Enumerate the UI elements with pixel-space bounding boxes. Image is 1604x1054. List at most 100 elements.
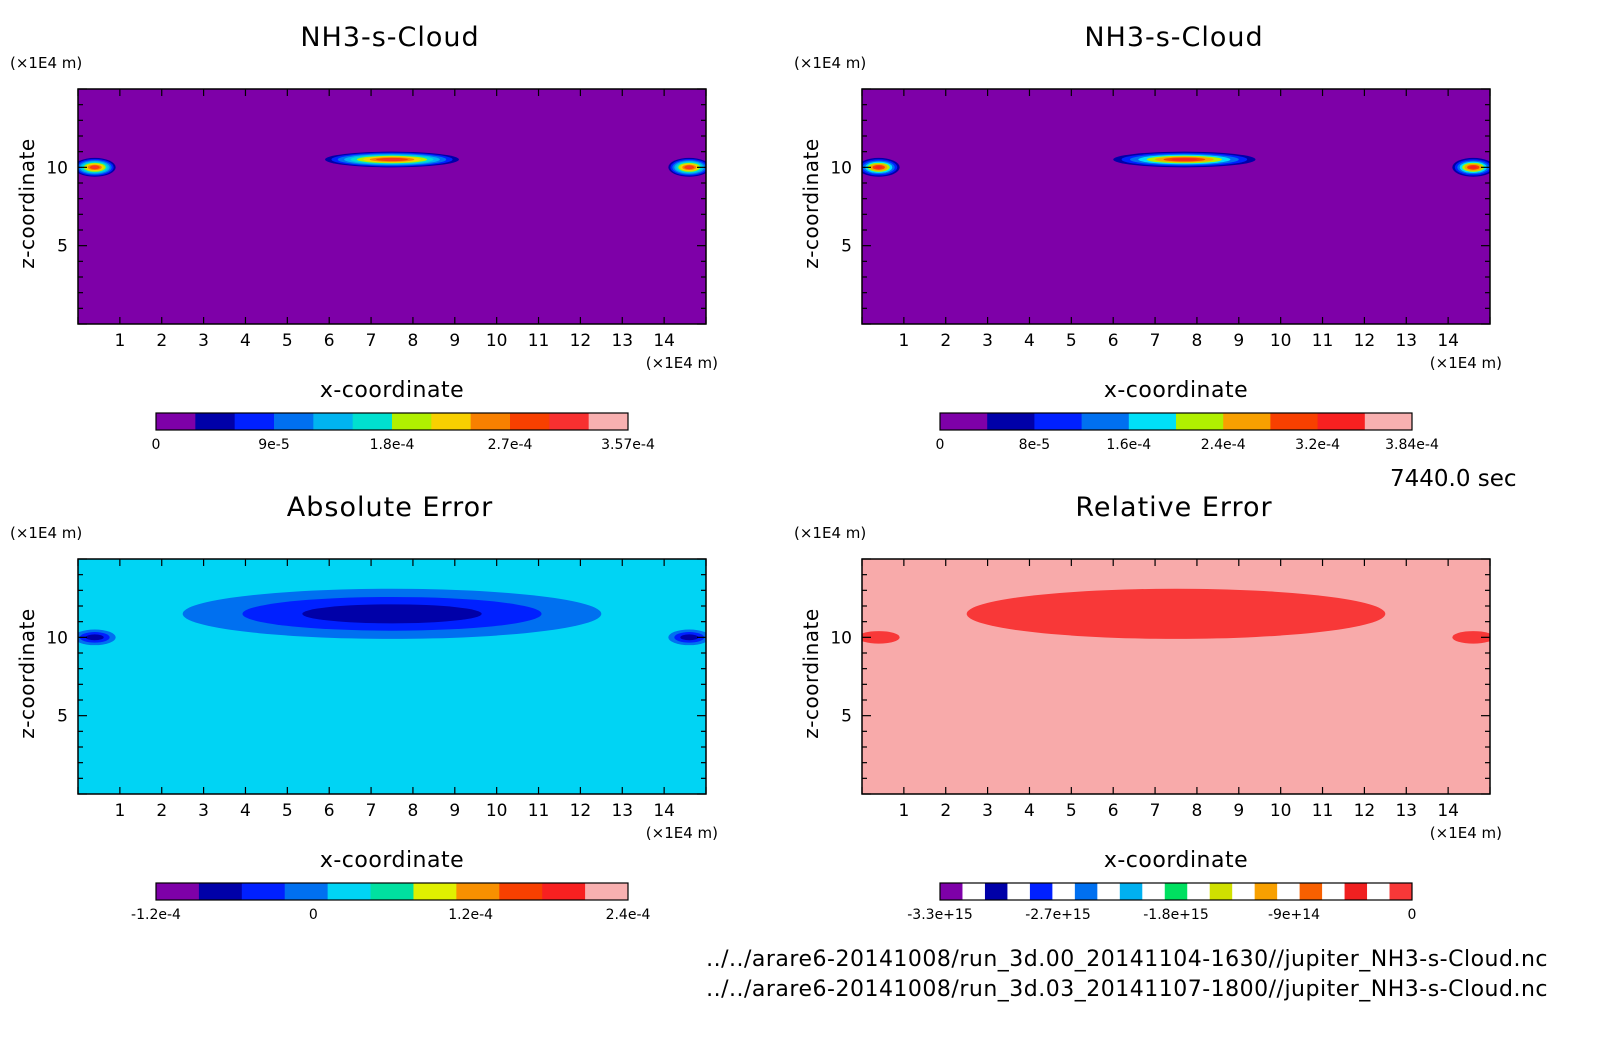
y-tick-label: 10 <box>830 628 852 648</box>
chart-title: Relative Error <box>1075 492 1272 523</box>
colorbar-swatch <box>327 883 372 900</box>
contour-level <box>382 158 402 161</box>
colorbar-swatch <box>1209 883 1233 900</box>
x-tick-label: 8 <box>408 331 419 351</box>
colorbar-swatch <box>984 883 1008 900</box>
colorbar-label: 2.4e-4 <box>1201 437 1246 453</box>
colorbar-swatch <box>1164 883 1188 900</box>
colorbar-swatch <box>470 413 511 430</box>
colorbar-swatch <box>1052 883 1076 900</box>
y-tick-label: 10 <box>46 158 68 178</box>
contour-level <box>862 631 900 644</box>
plot-background <box>862 89 1490 324</box>
chart-panel-3: Absolute Error(×1E4 m)1 2 3 4 5 6 7 8 9 10 11 12 13 1… <box>10 492 718 923</box>
colorbar-swatch <box>499 883 543 900</box>
colorbar-swatch <box>1254 883 1278 900</box>
x-tick-label: 14 <box>1437 331 1459 351</box>
colorbar-swatch <box>1034 413 1083 430</box>
x-tick-label: 7 <box>1150 331 1161 351</box>
colorbar-label: 1.2e-4 <box>448 907 493 923</box>
colorbar-label: 1.8e-4 <box>370 437 415 453</box>
x-tick-label: 10 <box>486 331 508 351</box>
x-tick-label: 13 <box>1395 331 1417 351</box>
x-tick-label: 10 <box>1270 801 1292 821</box>
x-tick-label: 7 <box>1150 801 1161 821</box>
plot-background <box>78 89 706 324</box>
colorbar-swatch <box>1344 883 1368 900</box>
x-axis-label: x-coordinate <box>1104 848 1248 873</box>
colorbar-swatch <box>1270 413 1319 430</box>
x-tick-label: 12 <box>570 801 592 821</box>
contour-features <box>78 151 706 177</box>
x-tick-label: 9 <box>1233 331 1244 351</box>
x-unit-label: (×1E4 m) <box>646 354 718 372</box>
x-tick-label: 8 <box>1192 331 1203 351</box>
chart-title: Absolute Error <box>287 492 493 523</box>
contour-level <box>1171 158 1197 161</box>
colorbar-label: -1.8e+15 <box>1143 907 1208 923</box>
x-tick-label: 9 <box>449 331 460 351</box>
y-unit-label: (×1E4 m) <box>794 54 866 72</box>
colorbar-swatch <box>195 413 236 430</box>
colorbar-swatch <box>1364 413 1413 430</box>
y-tick-label: 5 <box>841 237 852 257</box>
y-axis-label: z-coordinate <box>15 608 39 738</box>
colorbar-swatch <box>1223 413 1271 430</box>
x-tick-label: 9 <box>1233 801 1244 821</box>
colorbar-swatch <box>392 413 432 430</box>
x-tick-label: 6 <box>324 331 335 351</box>
contour-features <box>78 588 706 646</box>
colorbar-label: 3.84e-4 <box>1385 437 1439 453</box>
colorbar: -3.3e+15 -2.7e+15 -1.8e+15 -9e+14 0 <box>907 882 1416 923</box>
x-axis-label: x-coordinate <box>1104 378 1248 403</box>
x-unit-label: (×1E4 m) <box>646 824 718 842</box>
colorbar-swatch <box>1142 883 1166 900</box>
colorbar-swatch <box>431 413 472 430</box>
x-tick-label: 12 <box>1354 801 1376 821</box>
colorbar-swatch <box>940 883 963 900</box>
colorbar-swatch <box>274 413 314 430</box>
colorbar-swatch <box>1029 883 1053 900</box>
x-tick-label: 4 <box>1024 331 1035 351</box>
colorbar-swatch <box>1007 883 1031 900</box>
colorbar: -1.2e-4 0 1.2e-4 2.4e-4 <box>131 882 651 923</box>
contour-level <box>85 634 104 641</box>
x-tick-label: 12 <box>1354 331 1376 351</box>
y-tick-label: 5 <box>57 707 68 727</box>
colorbar-swatch <box>1322 883 1346 900</box>
colorbar-swatch <box>370 883 414 900</box>
x-tick-label: 6 <box>1108 331 1119 351</box>
colorbar-swatch <box>542 883 586 900</box>
contour-level <box>302 604 482 624</box>
x-tick-label: 13 <box>1395 801 1417 821</box>
x-tick-label: 4 <box>240 331 251 351</box>
x-unit-label: (×1E4 m) <box>1430 824 1502 842</box>
chart-panel-1: NH3-s-Cloud(×1E4 m)1 2 3 4 5 6 7 8 9 10 11 12 13 1451… <box>10 22 718 453</box>
x-tick-label: 6 <box>324 801 335 821</box>
colorbar-swatch <box>962 883 986 900</box>
colorbar-swatch <box>987 413 1035 430</box>
x-tick-label: 6 <box>1108 801 1119 821</box>
x-unit-label: (×1E4 m) <box>1430 354 1502 372</box>
x-tick-label: 11 <box>1312 331 1334 351</box>
y-axis-label: z-coordinate <box>15 138 39 268</box>
plot-frame <box>77 88 707 325</box>
x-tick-label: 9 <box>449 801 460 821</box>
x-tick-label: 2 <box>940 331 951 351</box>
contour-level <box>875 165 883 169</box>
colorbar-label: 3.57e-4 <box>601 437 655 453</box>
colorbar-swatch <box>1389 883 1413 900</box>
x-tick-label: 11 <box>1312 801 1334 821</box>
colorbar-swatch <box>1119 883 1143 900</box>
colorbar-label: 1.6e-4 <box>1106 437 1151 453</box>
x-tick-label: 14 <box>653 331 675 351</box>
colorbar-label: 0 <box>309 907 318 923</box>
x-tick-label: 5 <box>1066 801 1077 821</box>
colorbar-swatch <box>549 413 590 430</box>
colorbar-swatch <box>1074 883 1098 900</box>
x-tick-label: 2 <box>156 331 167 351</box>
x-tick-label: 13 <box>611 801 633 821</box>
colorbar-label: 2.4e-4 <box>606 907 651 923</box>
contour-level <box>686 166 693 169</box>
colorbar-swatch <box>588 413 629 430</box>
